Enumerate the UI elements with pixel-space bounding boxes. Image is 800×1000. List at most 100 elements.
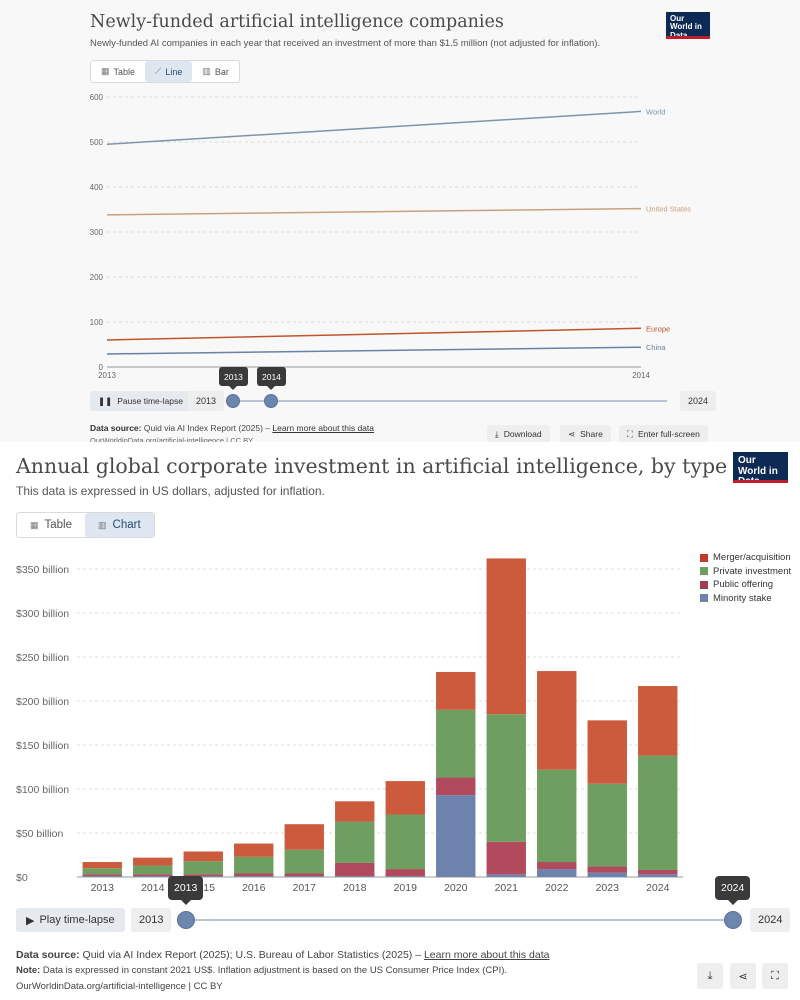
bar-segment <box>284 824 324 850</box>
owid-logo[interactable]: Our World in Data <box>733 452 788 487</box>
y-tick-label: 200 <box>90 273 104 282</box>
source-label: Data source: <box>16 949 80 961</box>
bar-segment <box>486 714 526 842</box>
legend-label: Minority stake <box>713 592 772 604</box>
pause-timelapse-button[interactable]: ❚❚ Pause time-lapse <box>90 391 191 411</box>
chart-title: Newly-funded artificial intelligence com… <box>90 12 504 32</box>
start-year-label[interactable]: 2013 <box>188 391 225 411</box>
bar-segment <box>133 874 173 877</box>
bar-segment <box>486 874 526 877</box>
bar-segment <box>587 720 627 784</box>
fullscreen-label: Enter full-screen <box>637 429 700 439</box>
bar-segment <box>133 865 173 875</box>
tab-label: Line <box>165 66 183 77</box>
table-icon: ▦ <box>101 66 110 76</box>
x-tick-label: 2015 <box>192 882 216 892</box>
learn-more-link[interactable]: Learn more about this data <box>272 423 374 433</box>
series-label: Europe <box>646 324 670 333</box>
end-year-label[interactable]: 2024 <box>680 391 717 411</box>
bar-chart-icon: ▥ <box>98 519 107 530</box>
source-footer: Data source: Quid via AI Index Report (2… <box>16 947 549 995</box>
timeline-track[interactable] <box>232 400 667 402</box>
tab-chart[interactable]: ▥ Chart <box>85 513 154 537</box>
start-year-label[interactable]: 2013 <box>131 908 172 932</box>
source-url[interactable]: OurWorldinData.org/artificial-intelligen… <box>90 436 254 445</box>
tab-label: Table <box>44 519 73 531</box>
legend-item[interactable]: Minority stake <box>700 592 791 606</box>
bar-segment <box>537 671 577 770</box>
timeline-end-handle[interactable] <box>264 394 278 408</box>
learn-more-link[interactable]: Learn more about this data <box>423 949 550 961</box>
share-button[interactable]: ⋖ Share <box>560 425 611 443</box>
share-button[interactable]: ⋖ <box>730 963 756 989</box>
bar-segment <box>335 876 375 877</box>
bar-segment <box>638 755 678 870</box>
x-tick-label: 2017 <box>293 882 317 892</box>
bar-segment <box>133 857 173 866</box>
tab-table[interactable]: ▦ Table <box>91 61 145 82</box>
timeline-end-handle[interactable] <box>724 911 742 929</box>
x-tick-label: 2018 <box>343 882 367 892</box>
x-tick-label: 2023 <box>596 882 620 892</box>
x-tick-label: 2022 <box>545 882 569 892</box>
legend-item[interactable]: Merger/acquisition <box>700 551 791 565</box>
tab-table[interactable]: ▦ Table <box>17 513 85 537</box>
timeline-track[interactable] <box>184 919 733 921</box>
series-line <box>106 207 642 216</box>
x-tick-label: 2020 <box>444 882 468 892</box>
x-tick-label: 2016 <box>242 882 266 892</box>
y-tick-label: $150 billion <box>16 740 69 752</box>
y-tick-label: 0 <box>99 363 104 372</box>
bar-segment <box>183 851 223 862</box>
y-tick-label: $50 billion <box>16 828 63 840</box>
legend-label: Private investment <box>713 565 792 577</box>
pause-icon: ❚❚ <box>98 395 113 406</box>
tab-line[interactable]: ⟋ Line <box>145 61 193 82</box>
play-label: Pause time-lapse <box>117 396 183 406</box>
bar-segment <box>537 869 577 877</box>
series-line <box>106 327 642 341</box>
bar-segment <box>133 876 173 877</box>
fullscreen-button[interactable]: ⛶ <box>762 963 788 989</box>
legend-item[interactable]: Private investment <box>700 565 791 579</box>
series-line <box>106 346 642 355</box>
share-icon: ⋖ <box>568 428 576 439</box>
bar-segment <box>385 814 425 870</box>
bar-segment <box>234 856 274 874</box>
x-tick-label: 2013 <box>98 371 116 380</box>
bar-segment <box>284 876 324 877</box>
note-label: Note: <box>16 965 41 976</box>
y-tick-label: $200 billion <box>16 696 69 708</box>
bar-segment <box>82 862 122 869</box>
play-timelapse-button[interactable]: ▶ Play time-lapse <box>16 908 125 932</box>
bar-segment <box>82 868 122 875</box>
start-tooltip: 2013 <box>168 876 204 905</box>
chart-title: Annual global corporate investment in ar… <box>16 454 728 478</box>
x-tick-label: 2021 <box>495 882 519 892</box>
end-year-label[interactable]: 2024 <box>750 908 791 932</box>
legend-swatch <box>700 580 708 589</box>
download-icon: ⤓ <box>707 969 713 982</box>
bar-segment <box>183 876 223 877</box>
timeline-start-handle[interactable] <box>226 394 240 408</box>
y-tick-label: $350 billion <box>16 564 69 576</box>
download-button[interactable]: ⤓ Download <box>487 425 550 443</box>
tab-bar[interactable]: ▥ Bar <box>192 61 239 82</box>
bar-segment <box>82 876 122 877</box>
legend-item[interactable]: Public offering <box>700 578 791 592</box>
fullscreen-button[interactable]: ⛶ Enter full-screen <box>619 425 708 443</box>
timeline-start-handle[interactable] <box>177 911 195 929</box>
bar-segment <box>486 558 526 715</box>
bar-segment <box>234 876 274 877</box>
source-label: Data source: <box>90 423 142 433</box>
tab-label: Table <box>113 66 136 77</box>
legend-label: Merger/acquisition <box>713 552 791 564</box>
x-tick-label: 2013 <box>91 882 115 892</box>
source-url[interactable]: OurWorldinData.org/artificial-intelligen… <box>16 981 223 992</box>
fullscreen-icon: ⛶ <box>771 969 779 982</box>
bar-segment <box>587 783 627 867</box>
bar-segment <box>385 876 425 877</box>
download-button[interactable]: ⤓ <box>697 963 723 989</box>
owid-logo[interactable]: Our World in Data <box>666 12 710 39</box>
y-tick-label: 400 <box>90 183 104 192</box>
